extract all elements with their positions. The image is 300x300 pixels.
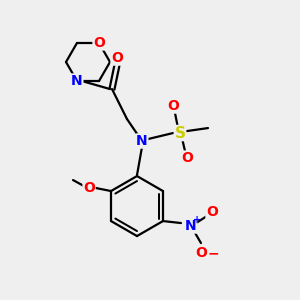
Text: −: − [207, 246, 219, 260]
Text: N: N [185, 219, 197, 233]
Text: O: O [83, 181, 95, 195]
Text: O: O [111, 51, 123, 65]
Text: O: O [181, 151, 193, 165]
Text: S: S [175, 126, 185, 141]
Text: O: O [195, 246, 207, 260]
Text: N: N [71, 74, 83, 88]
Text: O: O [93, 36, 105, 50]
Text: O: O [167, 99, 179, 113]
Text: +: + [193, 215, 201, 225]
Text: N: N [136, 134, 148, 148]
Text: O: O [206, 205, 218, 219]
